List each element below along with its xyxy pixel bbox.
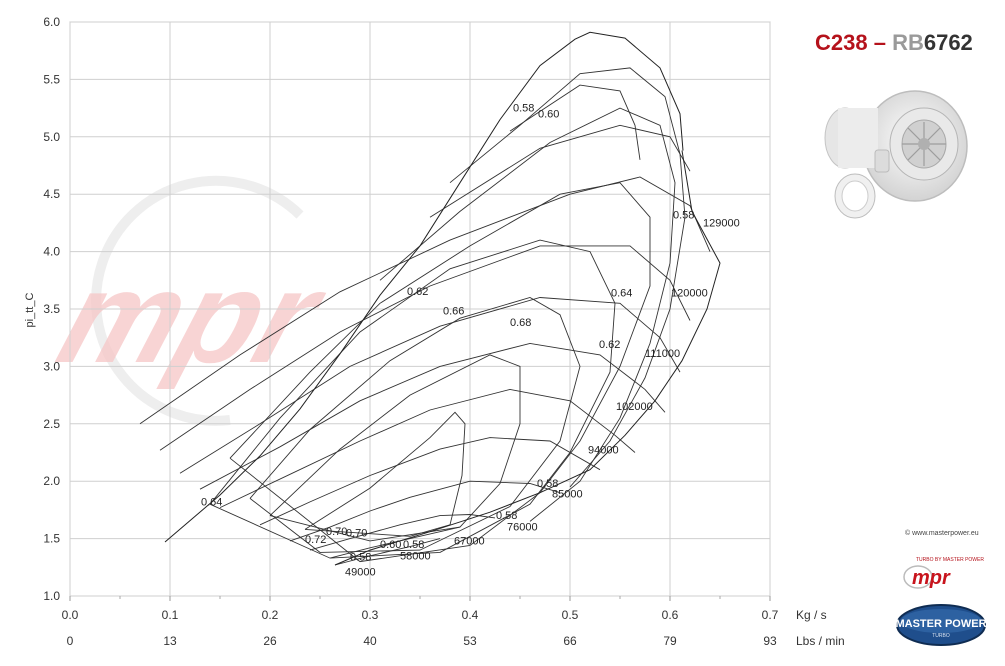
speed-line [139,176,711,425]
copyright-credit: © www.masterpower.eu [905,530,979,537]
chart-annotations: 0.58 0.600.581290000.620.660.640.68120000… [201,103,740,579]
speed-line [159,245,691,451]
watermark-text: mpr [43,245,342,390]
y-tick-label: 1.0 [43,589,60,603]
efficiency-island [379,107,676,522]
x-tick-label: 0.3 [362,608,379,622]
map-annotation: 0.58 [513,103,534,115]
speed-line [309,514,496,551]
y-tick-label: 5.0 [43,130,60,144]
map-annotation: 67000 [454,535,485,547]
map-annotation: 102000 [616,401,653,413]
map-annotation: 85000 [552,488,583,500]
map-annotation: 0.58 [496,510,517,522]
title-compressor: C238 [815,30,868,55]
master-power-text: MASTER POWER [895,618,986,630]
map-annotation: 94000 [588,445,619,457]
map-annotation: 0.62 [407,286,428,298]
x2-tick-label: 66 [563,634,577,648]
chart-title: C238 – RB6762 [815,30,973,56]
y-tick-label: 3.0 [43,359,60,373]
map-annotation: 0.70 [346,527,367,539]
turbocharger-image [824,90,968,219]
map-annotation: 49000 [345,566,376,578]
map-annotation: 0.70 [326,526,347,538]
x2-tick-label: 53 [463,634,477,648]
x-tick-label: 0.7 [762,608,779,622]
title-prefix: RB [892,30,924,55]
map-annotation: 0.62 [599,339,620,351]
x-tick-label: 0.1 [162,608,179,622]
map-annotation: 129000 [703,217,740,229]
y-tick-label: 2.0 [43,474,60,488]
y-tick-label: 4.0 [43,245,60,259]
map-annotation: 0.72 [305,534,326,546]
x2-tick-label: 26 [263,634,277,648]
title-dash: – [867,30,893,55]
mpr-logo-text: mpr [912,567,951,589]
efficiency-island [249,297,581,553]
map-annotation: 0.60 [380,539,401,551]
map-annotation: 76000 [507,522,538,534]
mpr-logo: TURBO BY MASTER POWER mpr [903,557,984,589]
x-tick-label: 0.6 [662,608,679,622]
y-tick-label: 1.5 [43,532,60,546]
map-annotation: 0.64 [611,287,632,299]
efficiency-island [229,182,651,563]
surge-line [164,31,684,543]
choke-line [334,150,721,566]
map-annotation: 0.58 [350,551,371,563]
efficiency-island [209,239,616,559]
y-tick-label: 6.0 [43,15,60,29]
efficiency-island [304,411,466,537]
master-power-subtext: TURBO [932,633,950,639]
map-annotation: 111000 [645,348,680,360]
x-tick-label: 0.5 [562,608,579,622]
x2-tick-label: 40 [363,634,377,648]
map-annotation: 0.58 [403,539,424,551]
map-annotation: 0.64 [201,496,222,508]
chart-lines [139,31,721,566]
chart-axes: 0.0 0 0.1 13 0.2 26 0.3 40 0.4 53 0.5 66 0.6 79 0.7 93 1… [24,15,845,648]
x-tick-label: 0.0 [62,608,79,622]
map-annotation: 120000 [671,287,708,299]
map-annotation: 0.68 [510,317,531,329]
y-tick-label: 2.5 [43,417,60,431]
x-tick-label: 0.2 [262,608,279,622]
speed-line [429,124,691,218]
y-tick-label: 4.5 [43,187,60,201]
x-tick-label: 0.4 [462,608,479,622]
map-annotation: 0.58 [537,478,558,490]
mpr-logo-tagline: TURBO BY MASTER POWER [916,557,984,563]
watermark-ring [91,175,304,426]
x-unit-label: Kg / s [796,608,827,622]
master-power-badge: MASTER POWER TURBO [895,604,987,646]
y-axis-label: pi_tt_C [24,293,36,328]
speed-line [509,84,641,160]
speed-line [219,388,636,509]
efficiency-island [269,354,521,542]
y-tick-label: 3.5 [43,302,60,316]
x2-tick-label: 79 [663,634,677,648]
mpr-watermark: mpr [43,175,342,426]
map-annotation: 58000 [400,550,431,562]
x2-tick-label: 0 [67,634,74,648]
map-annotation: 0.66 [443,306,464,318]
speed-line [199,342,666,490]
map-annotation: 0.60 [538,108,559,120]
speed-line [259,437,601,526]
chart-grid [69,21,771,597]
title-model: 6762 [923,30,973,55]
map-annotation: 0.58 [673,209,694,221]
x2-unit-label: Lbs / min [796,634,845,648]
efficiency-island [449,67,686,488]
y-tick-label: 5.5 [43,72,60,86]
x2-tick-label: 13 [163,634,177,648]
x2-tick-label: 93 [763,634,777,648]
speed-line [289,480,561,542]
speed-line [179,297,681,474]
